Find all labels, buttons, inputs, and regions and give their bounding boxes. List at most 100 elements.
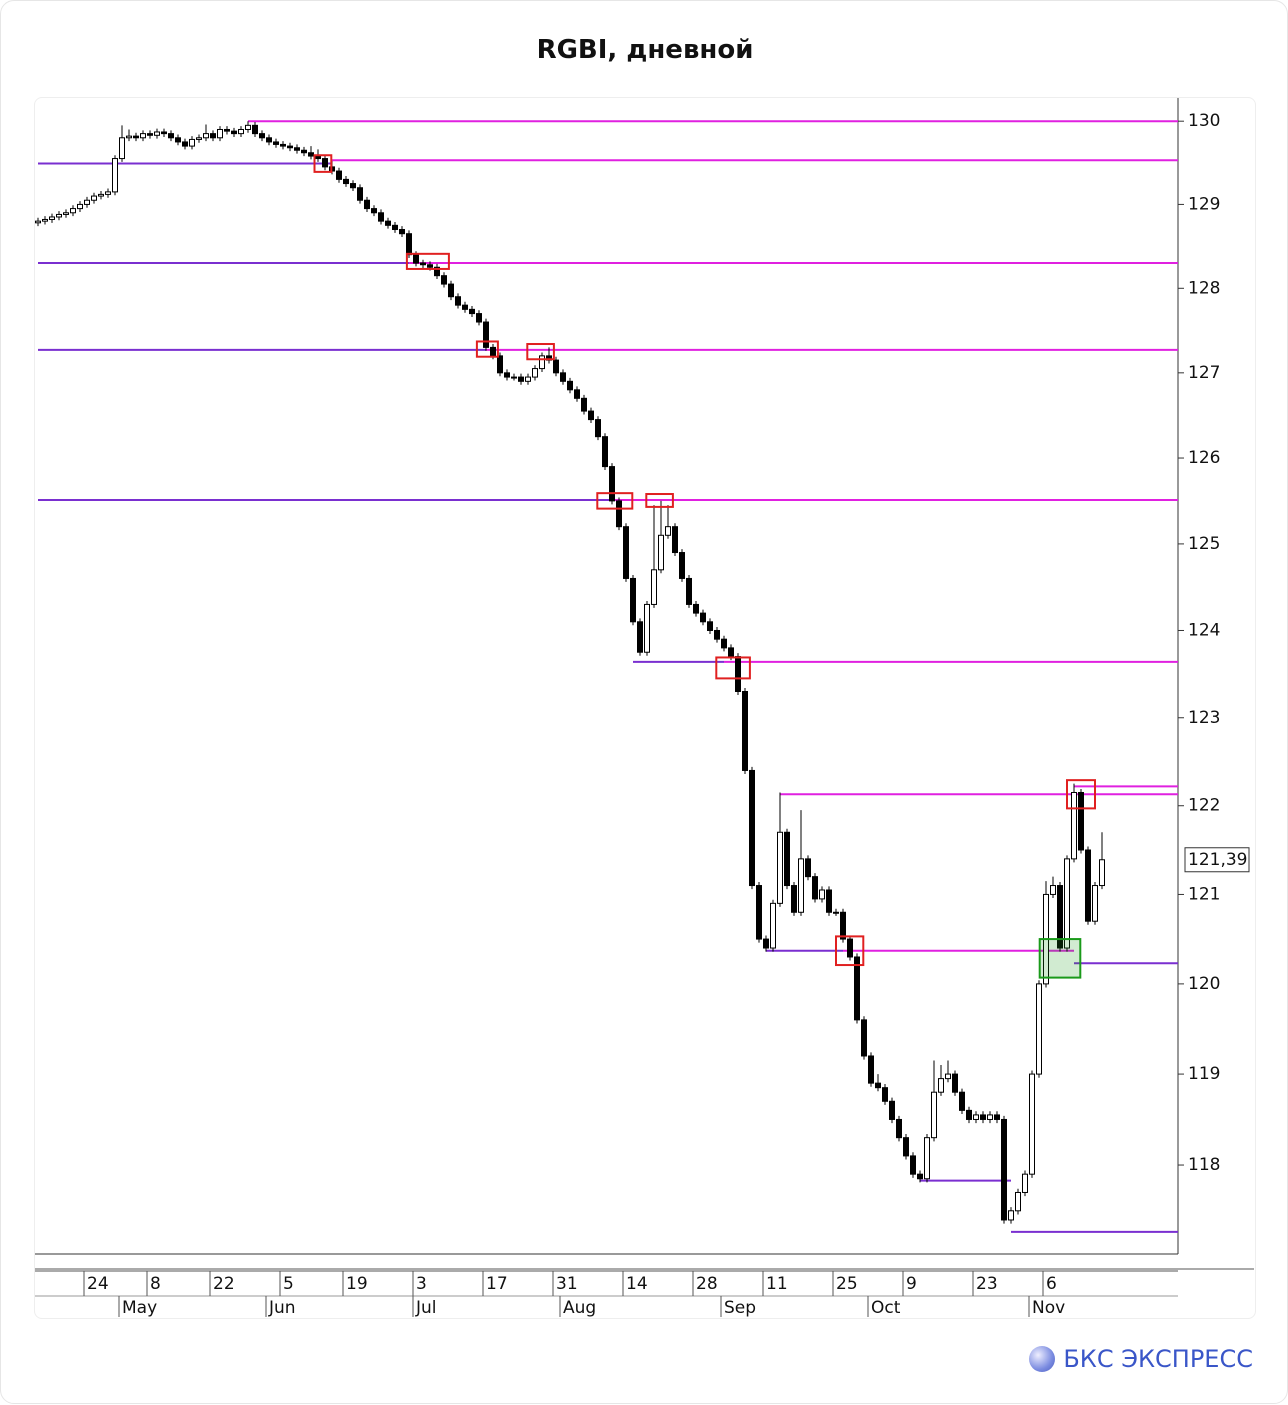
candle-body bbox=[252, 124, 258, 135]
y-tick-label: 121 bbox=[1188, 884, 1220, 904]
candle-body bbox=[798, 858, 804, 913]
candle-body bbox=[812, 876, 818, 900]
candle-body bbox=[1022, 1173, 1028, 1193]
candle-body bbox=[686, 577, 692, 605]
highlight-box bbox=[1066, 779, 1096, 810]
candle-body bbox=[42, 218, 48, 222]
candle-body bbox=[588, 410, 594, 421]
candle-body bbox=[434, 266, 440, 277]
candle-body bbox=[245, 124, 251, 130]
x-tick-label: 3 bbox=[416, 1274, 427, 1294]
candle-body bbox=[91, 195, 97, 201]
candle-body bbox=[616, 500, 622, 528]
candle-body bbox=[868, 1055, 874, 1084]
candle-body bbox=[847, 938, 853, 958]
candle-body bbox=[854, 956, 860, 1021]
candle-body bbox=[882, 1087, 888, 1102]
candle-body bbox=[630, 577, 636, 623]
candle-body bbox=[1071, 791, 1077, 860]
highlight-box bbox=[1038, 938, 1082, 979]
candle-body bbox=[1057, 885, 1063, 949]
candle-body bbox=[994, 1114, 1000, 1120]
candle-body bbox=[1099, 859, 1105, 887]
x-tick-label: 28 bbox=[696, 1274, 718, 1294]
x-tick-label: 8 bbox=[150, 1274, 161, 1294]
candle-body bbox=[938, 1078, 944, 1093]
candle-body bbox=[448, 283, 454, 298]
candle-body bbox=[1036, 983, 1042, 1075]
candle-body bbox=[826, 889, 832, 913]
chart-frame bbox=[34, 97, 1256, 1319]
candle-body bbox=[973, 1114, 979, 1120]
candle-body bbox=[553, 359, 559, 374]
candle-body bbox=[644, 603, 650, 653]
candle-body bbox=[791, 885, 797, 913]
month-label: Nov bbox=[1032, 1298, 1065, 1318]
candle-body bbox=[399, 229, 405, 235]
candle-body bbox=[861, 1019, 867, 1057]
x-tick-label: 25 bbox=[836, 1274, 858, 1294]
candle-body bbox=[602, 436, 608, 468]
candle-body bbox=[133, 135, 139, 139]
highlight-box bbox=[835, 935, 865, 967]
candle-body bbox=[931, 1091, 937, 1139]
candle-body bbox=[84, 199, 90, 205]
candle-body bbox=[224, 128, 230, 132]
month-label: May bbox=[122, 1298, 157, 1318]
candle-body bbox=[455, 296, 461, 306]
candle-body bbox=[700, 612, 706, 623]
candle-body bbox=[182, 141, 188, 147]
candle-body bbox=[371, 208, 377, 214]
candle-body bbox=[672, 526, 678, 554]
highlight-box bbox=[313, 154, 333, 173]
candle-body bbox=[917, 1173, 923, 1180]
candle-body bbox=[1029, 1073, 1035, 1175]
x-tick-label: 23 bbox=[976, 1274, 998, 1294]
candle-body bbox=[637, 621, 643, 653]
highlight-box bbox=[475, 340, 499, 358]
y-tick-label: 122 bbox=[1188, 796, 1220, 816]
candle-body bbox=[266, 137, 272, 143]
candle-body bbox=[497, 355, 503, 374]
candle-body bbox=[392, 224, 398, 231]
candle-body bbox=[980, 1114, 986, 1120]
highlight-box bbox=[715, 656, 751, 680]
candle-body bbox=[924, 1137, 930, 1180]
x-tick-label: 31 bbox=[556, 1274, 578, 1294]
candle-body bbox=[336, 170, 342, 180]
candle-body bbox=[784, 831, 790, 887]
candle-body bbox=[427, 264, 433, 268]
candle-body bbox=[56, 213, 62, 218]
candle-body bbox=[189, 138, 195, 147]
candle-body bbox=[301, 149, 307, 154]
candle-body bbox=[1085, 849, 1091, 922]
candle-body bbox=[161, 131, 167, 135]
highlight-box bbox=[596, 492, 634, 510]
month-label: Jul bbox=[415, 1298, 437, 1318]
candle-body bbox=[126, 135, 132, 139]
y-tick-label: 118 bbox=[1188, 1155, 1220, 1175]
candle-body bbox=[441, 275, 447, 285]
x-tick-label: 5 bbox=[283, 1274, 294, 1294]
candle-body bbox=[217, 128, 223, 139]
x-tick-label: 9 bbox=[906, 1274, 917, 1294]
candle-body bbox=[665, 526, 671, 536]
chart-title: RGBI, дневной bbox=[536, 35, 754, 65]
y-tick-label: 124 bbox=[1188, 620, 1220, 640]
candle-body bbox=[147, 133, 153, 136]
candle-body bbox=[987, 1114, 993, 1120]
candle-body bbox=[350, 183, 356, 189]
y-tick-label: 130 bbox=[1188, 111, 1220, 131]
candle-body bbox=[406, 233, 412, 256]
y-tick-label: 123 bbox=[1188, 708, 1220, 728]
candle-body bbox=[154, 131, 160, 136]
candle-body bbox=[714, 629, 720, 640]
candle-body bbox=[623, 526, 629, 579]
highlight-box bbox=[645, 493, 674, 508]
candle-body bbox=[889, 1100, 895, 1120]
candle-body bbox=[875, 1082, 881, 1089]
candle-body bbox=[742, 690, 748, 771]
candle-body bbox=[462, 304, 468, 310]
